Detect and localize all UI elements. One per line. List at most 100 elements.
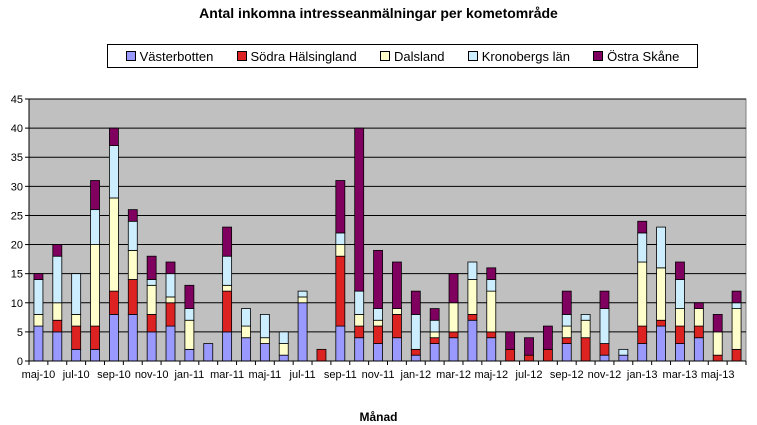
bar-segment [675, 279, 685, 310]
x-tick-label: jul-10 [62, 369, 90, 381]
bar-segment [52, 319, 63, 333]
y-tick-label: 40 [11, 123, 23, 135]
bar-segment [731, 348, 742, 362]
bar-segment [693, 302, 704, 309]
bar-segment [712, 354, 723, 362]
x-tick-label: sep-11 [324, 369, 357, 381]
x-tick-label: maj-13 [701, 369, 735, 381]
bar-segment [259, 337, 270, 344]
bar-segment [410, 348, 421, 356]
bar-segment [656, 325, 666, 362]
bar-segment [127, 279, 138, 315]
x-tick-label: maj-12 [474, 369, 508, 381]
bar-segment [90, 244, 100, 327]
bar-segment [429, 337, 440, 344]
bar-segment [656, 267, 666, 321]
bar-segment [278, 331, 289, 344]
bar-segment [561, 337, 572, 344]
bar-segment [71, 325, 82, 350]
x-tick-label: jan-11 [173, 369, 204, 381]
bar-segment [448, 331, 459, 339]
bar-segment [127, 209, 138, 222]
bar-segment [448, 273, 459, 304]
x-tick-label: jul-12 [515, 369, 543, 381]
bar-segment [731, 302, 742, 309]
bar-segment [184, 319, 195, 350]
bar-segment [561, 343, 572, 362]
bar-segment [373, 325, 383, 344]
bar-segment [335, 255, 346, 327]
bar-segment [392, 308, 402, 315]
bar-segment [561, 325, 572, 339]
bar-segment [52, 244, 63, 257]
bar-segment [278, 354, 289, 362]
bar-segment [109, 314, 119, 362]
bar-segment [109, 197, 119, 292]
bar-segment [618, 354, 629, 362]
bar-segment [222, 255, 233, 286]
bar-segment [373, 308, 383, 321]
bar-segment [542, 348, 553, 362]
bar-segment [599, 354, 610, 362]
bar-segment [392, 261, 402, 309]
bar-segment [410, 354, 421, 362]
bar-segment [278, 343, 289, 356]
bar-segment [373, 343, 383, 362]
bar-segment [599, 308, 610, 344]
x-tick-label: nov-12 [588, 369, 622, 381]
bar-segment [33, 279, 44, 315]
bar-segment [33, 273, 44, 280]
legend-item: Dalsland [379, 49, 445, 64]
legend-label: Östra Skåne [607, 48, 680, 64]
y-tick-label: 15 [11, 269, 23, 281]
bar-segment [127, 220, 138, 251]
x-tick-label: nov-10 [135, 369, 169, 381]
bar-segment [429, 343, 440, 362]
y-tick-label: 35 [11, 152, 23, 164]
bar-segment [354, 127, 365, 292]
bar-segment [675, 343, 685, 362]
y-tick-label: 5 [17, 327, 23, 339]
bar-segment [448, 337, 459, 362]
bar-segment [505, 348, 516, 362]
bar-segment [165, 296, 176, 304]
bar-segment [580, 337, 591, 362]
legend-label: Södra Hälsingland [250, 48, 357, 64]
bar-segment [184, 308, 195, 321]
legend-swatch [379, 51, 390, 61]
bar-segment [127, 249, 138, 280]
bar-segment [184, 348, 195, 362]
bar-segment [146, 331, 157, 362]
bar-segment [165, 273, 176, 298]
bar-segment [146, 255, 157, 280]
x-tick-label: jan-13 [626, 369, 658, 381]
y-tick-label: 0 [17, 356, 23, 368]
bar-segment [127, 314, 138, 362]
bar-segment [165, 261, 176, 275]
bar-segment [599, 343, 610, 356]
bar-segment [90, 348, 100, 362]
bar-segment [335, 325, 346, 362]
bar-segment [90, 325, 100, 350]
bar-segment [637, 220, 648, 234]
bar-segment [241, 325, 251, 339]
bar-segment [109, 290, 119, 315]
bar-segment [561, 290, 572, 315]
bar-segment [335, 232, 346, 245]
bar-segment [637, 232, 648, 263]
bar-segment [731, 290, 742, 304]
bar-segment [712, 331, 723, 356]
x-tick-label: maj-11 [248, 369, 281, 381]
bar-segment [448, 302, 459, 333]
bar-segment [486, 337, 497, 362]
bar-segment [241, 337, 251, 362]
bar-segment [165, 325, 176, 362]
bar-segment [429, 308, 440, 321]
bar-segment [675, 325, 685, 344]
bar-segment [354, 325, 365, 339]
x-tick-label: mar-12 [436, 369, 471, 381]
bar-segment [486, 279, 497, 292]
bar-segment [524, 337, 534, 356]
x-tick-label: jan-12 [400, 369, 432, 381]
